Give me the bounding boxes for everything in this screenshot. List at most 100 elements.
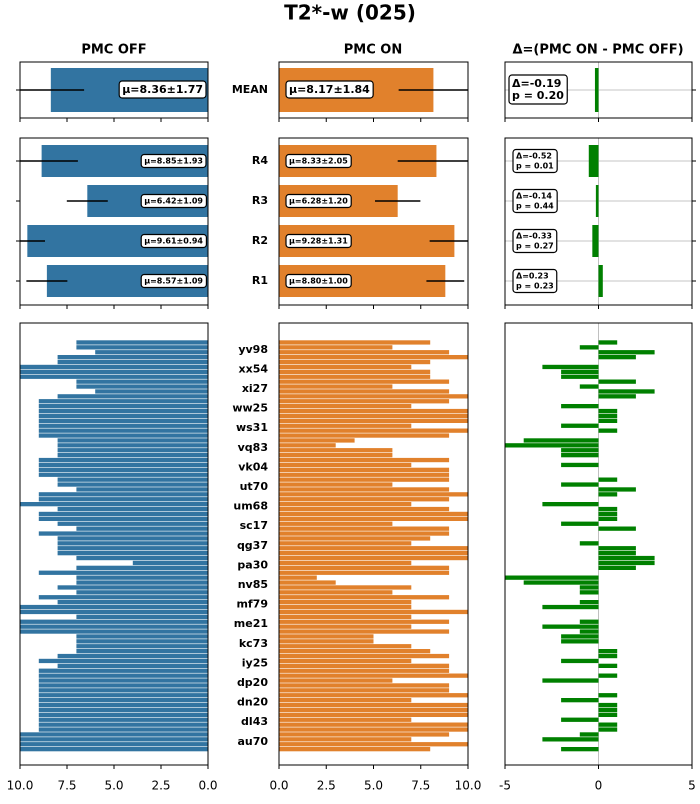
bar [76,345,209,350]
bar [279,653,450,659]
bar [598,551,636,556]
bar [598,418,618,423]
value-label: μ=8.57±1.09 [144,277,203,286]
bar [594,68,599,112]
bar [279,663,450,668]
bar [38,511,208,517]
x-tick-label: -5 [499,779,511,793]
bar [57,394,208,399]
bar [279,492,468,497]
bar [38,472,208,477]
bar [598,487,636,492]
label-box [140,193,208,209]
bar [38,693,208,698]
bar [76,639,209,644]
bar [279,511,468,517]
p-label: p = 0.23 [516,282,554,291]
bar [279,448,393,453]
bar [279,712,468,717]
bar [57,506,208,512]
value-label: μ=6.28±1.20 [289,197,348,206]
bar [38,516,208,521]
bar [279,624,412,629]
bar [561,658,599,664]
bar [561,369,599,374]
bar [279,649,431,654]
bar [542,678,599,683]
bar [542,364,599,370]
y-tick-label: um68 [233,500,268,513]
bar [579,600,599,605]
bar [76,634,209,639]
bar [598,526,636,531]
bar [76,580,209,585]
bar [279,555,468,561]
value-label: μ=8.85±1.93 [144,157,203,166]
bar [38,658,208,664]
bar [76,590,209,595]
bar [279,683,450,688]
label-box [512,188,558,214]
label-box [512,148,558,174]
bar [505,575,599,580]
bar [598,350,655,355]
bar [279,340,431,345]
y-tick-label: vk04 [238,460,268,473]
x-tick-label: 5 [688,779,696,793]
bar [279,462,412,468]
bar [38,492,208,497]
bar [20,629,208,634]
bar [57,443,208,448]
bar [598,653,618,659]
bar [561,462,599,468]
bar [57,448,208,453]
bar [279,644,412,649]
bar [38,433,208,438]
bar [57,551,208,556]
bar [598,506,618,512]
bar [57,521,208,526]
bar [598,389,655,394]
bar [598,702,618,708]
y-tick-label: xx54 [239,362,269,375]
bar [279,374,431,379]
bar [279,585,412,590]
value-label: μ=9.28±1.31 [289,237,348,246]
bar [38,423,208,428]
bar [279,350,450,355]
panel-title: Δ=(PMC ON - PMC OFF) [512,43,683,58]
bar [279,707,468,713]
bar [76,555,209,561]
label-box [508,74,568,105]
bar [598,693,618,698]
bar [20,502,208,507]
bar [38,712,208,717]
bar [598,560,655,566]
bar [20,732,208,737]
bar [579,585,599,590]
bar [279,619,450,624]
bar [279,727,468,732]
bar [561,747,599,752]
bar [279,355,468,360]
bar [279,702,468,708]
bar [279,379,450,384]
bar [20,609,208,615]
panel-title: PMC ON [344,43,402,58]
bar [76,644,209,649]
bar [579,629,599,634]
bar [598,565,636,570]
bar [279,742,468,747]
bar [38,428,208,433]
bar [279,359,431,365]
bar [76,565,209,570]
x-tick-label: 2.5 [151,779,170,793]
bar [38,404,208,409]
bar [279,502,412,507]
label-box [512,228,558,254]
bar [38,727,208,732]
bar [38,707,208,713]
label-box [140,273,208,289]
bar [279,526,450,531]
bar [38,462,208,468]
